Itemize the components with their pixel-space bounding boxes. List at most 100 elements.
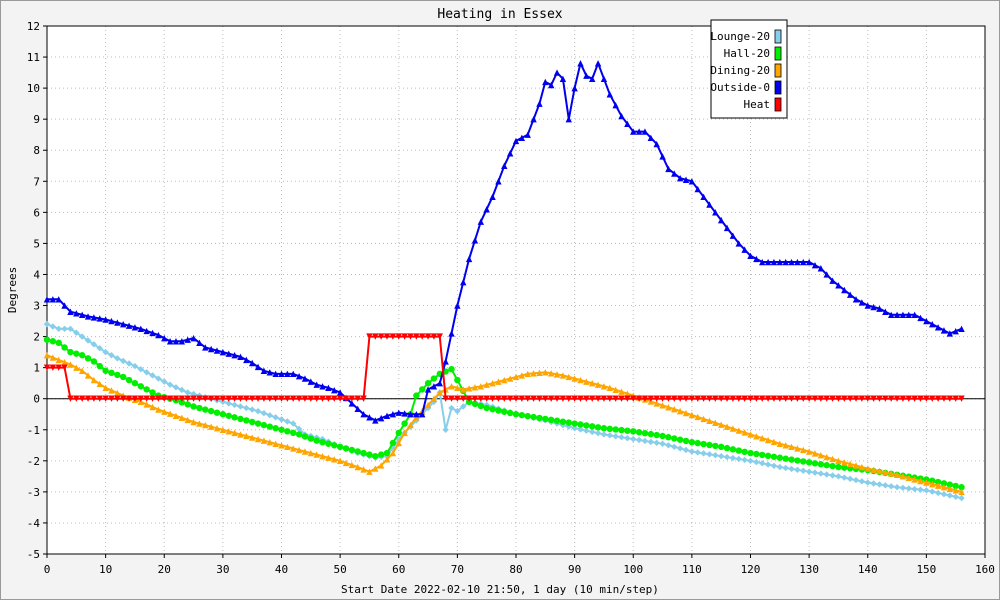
data-point-heat	[665, 395, 672, 402]
data-point-outside-0	[377, 414, 385, 422]
legend: Lounge-20 Hall-20 Dining-20 Outside-0 Heat	[710, 19, 788, 119]
data-point-dining-20	[882, 469, 889, 476]
data-point-heat	[823, 395, 830, 402]
data-point-lounge-20	[899, 484, 907, 492]
data-point-heat	[905, 395, 912, 402]
data-point-dining-20	[876, 467, 883, 475]
data-point-outside-0	[155, 331, 162, 339]
data-point-outside-0	[190, 334, 197, 342]
x-axis-title: Start Date 2022-02-10 21:50, 1 day (10 m…	[341, 583, 659, 596]
data-point-hall-20	[84, 355, 92, 362]
data-point-heat	[149, 395, 156, 402]
data-point-heat	[846, 395, 854, 402]
data-point-dining-20	[301, 448, 309, 455]
data-point-hall-20	[524, 412, 531, 420]
data-point-heat	[524, 395, 531, 402]
data-point-outside-0	[55, 296, 62, 303]
data-point-heat	[260, 395, 268, 402]
data-point-lounge-20	[266, 412, 273, 419]
data-point-hall-20	[946, 481, 954, 488]
data-point-heat	[923, 395, 930, 402]
data-point-outside-0	[460, 279, 467, 286]
data-point-lounge-20	[90, 341, 98, 348]
data-point-outside-0	[243, 356, 250, 364]
data-point-hall-20	[700, 440, 707, 448]
data-point-heat	[899, 395, 907, 402]
data-point-dining-20	[624, 390, 631, 397]
data-point-outside-0	[888, 311, 895, 319]
data-point-outside-0	[49, 296, 57, 303]
data-point-heat	[870, 395, 877, 402]
data-point-outside-0	[360, 411, 367, 418]
data-point-lounge-20	[717, 452, 725, 460]
data-point-lounge-20	[888, 483, 895, 490]
data-point-outside-0	[542, 78, 549, 86]
data-point-dining-20	[565, 373, 572, 381]
data-point-lounge-20	[448, 404, 455, 412]
data-point-lounge-20	[811, 469, 819, 476]
data-point-heat	[542, 395, 549, 402]
data-point-heat	[641, 395, 649, 402]
data-point-dining-20	[829, 455, 836, 463]
data-point-lounge-20	[184, 389, 191, 396]
data-point-hall-20	[794, 457, 801, 464]
data-point-hall-20	[413, 392, 420, 399]
data-point-lounge-20	[776, 463, 784, 471]
data-point-outside-0	[73, 310, 80, 317]
data-point-dining-20	[559, 372, 567, 379]
data-point-outside-0	[483, 206, 490, 213]
data-point-lounge-20	[594, 429, 602, 437]
data-point-heat	[284, 395, 291, 402]
data-point-heat	[577, 395, 584, 402]
data-point-lounge-20	[618, 434, 625, 441]
data-point-outside-0	[612, 102, 619, 109]
data-point-hall-20	[929, 477, 936, 484]
data-point-heat	[929, 395, 936, 402]
data-point-outside-0	[723, 224, 731, 232]
data-point-hall-20	[43, 336, 51, 343]
data-point-lounge-20	[759, 460, 766, 467]
data-point-dining-20	[547, 370, 555, 377]
data-point-outside-0	[882, 308, 889, 315]
data-point-lounge-20	[764, 461, 772, 468]
data-point-dining-20	[524, 370, 531, 378]
data-point-heat	[407, 333, 414, 340]
data-point-heat	[78, 395, 86, 402]
x-tick-label: 50	[334, 563, 347, 576]
data-point-outside-0	[876, 305, 883, 312]
data-point-heat	[125, 395, 133, 402]
data-point-outside-0	[436, 379, 443, 387]
data-point-lounge-20	[454, 407, 461, 415]
data-point-outside-0	[272, 370, 279, 378]
data-point-heat	[647, 395, 655, 402]
data-point-outside-0	[547, 81, 555, 89]
data-point-heat	[753, 395, 760, 402]
data-point-hall-20	[207, 407, 215, 415]
data-point-lounge-20	[78, 333, 86, 340]
data-point-hall-20	[805, 459, 813, 466]
data-point-outside-0	[899, 311, 907, 319]
data-point-heat	[465, 395, 473, 402]
data-point-dining-20	[84, 372, 92, 379]
data-point-lounge-20	[571, 425, 578, 432]
data-point-dining-20	[55, 356, 62, 364]
data-point-hall-20	[454, 376, 461, 384]
data-point-hall-20	[553, 417, 561, 424]
data-point-heat	[190, 395, 197, 402]
data-point-dining-20	[290, 445, 297, 452]
data-point-hall-20	[96, 362, 103, 370]
data-point-heat	[671, 395, 678, 402]
data-point-outside-0	[248, 359, 256, 367]
data-point-lounge-20	[630, 435, 637, 443]
data-point-hall-20	[272, 425, 279, 432]
data-point-outside-0	[161, 334, 168, 342]
data-point-outside-0	[231, 352, 238, 359]
data-point-outside-0	[805, 258, 813, 266]
data-point-dining-20	[817, 452, 825, 459]
data-point-lounge-20	[460, 403, 467, 410]
data-point-dining-20	[671, 405, 678, 413]
x-tick-label: 60	[392, 563, 405, 576]
data-point-hall-20	[419, 386, 426, 393]
y-axis-title: Degrees	[6, 267, 19, 313]
data-point-heat	[90, 395, 98, 402]
